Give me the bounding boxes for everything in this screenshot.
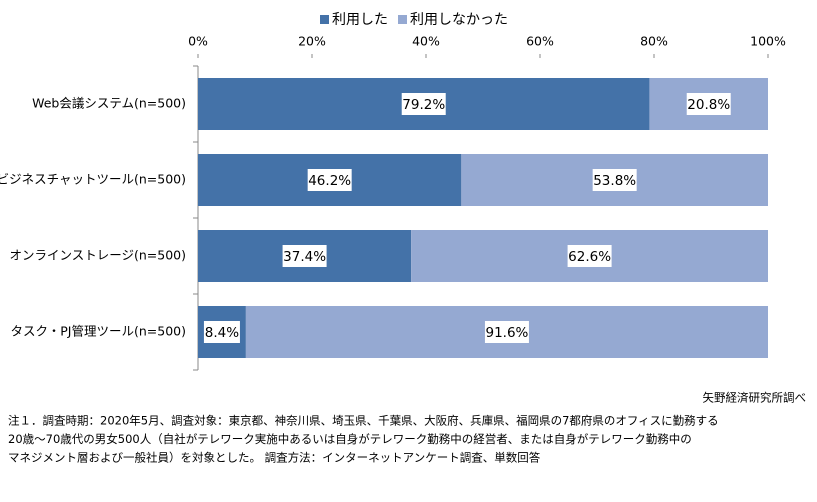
x-tick-label: 100%: [750, 34, 786, 49]
value-label-box: [203, 321, 240, 343]
note: マネジメント層および一般社員）を対象とした。 調査方法：インターネットアンケート…: [8, 451, 541, 465]
category-label: タスク・PJ管理ツール(n=500): [11, 324, 186, 339]
value-label-box: [484, 321, 529, 343]
source: 矢野経済研究所調べ: [703, 391, 807, 405]
value-label: 20.8%: [687, 97, 730, 113]
value-label-box: [282, 245, 327, 267]
value-label: 91.6%: [485, 325, 528, 341]
value-label: 46.2%: [308, 173, 351, 189]
value-label-box: [567, 245, 612, 267]
x-tick-label: 40%: [412, 34, 440, 49]
category-label: オンラインストレージ(n=500): [9, 248, 186, 263]
x-tick-label: 60%: [526, 34, 554, 49]
value-label-box: [592, 169, 637, 191]
value-label: 8.4%: [205, 325, 239, 341]
legend-swatch: [398, 15, 407, 24]
value-label-box: [307, 169, 352, 191]
note: 注１．調査時期：2020年5月、調査対象：東京都、神奈川県、埼玉県、千葉県、大阪…: [8, 414, 719, 428]
x-tick-label: 80%: [640, 34, 668, 49]
value-label-box: [401, 93, 446, 115]
x-tick-label: 0%: [188, 34, 208, 49]
legend-label: 利用しなかった: [410, 12, 508, 28]
value-label: 79.2%: [402, 97, 445, 113]
note: 20歳～70歳代の男女500人（自社がテレワーク実施中あるいは自身がテレワーク勤…: [8, 432, 692, 446]
category-label: ビジネスチャットツール(n=500): [0, 172, 186, 187]
value-label-box: [686, 93, 731, 115]
legend-swatch: [320, 15, 329, 24]
value-label: 37.4%: [283, 249, 326, 265]
category-label: Web会議システム(n=500): [32, 96, 186, 111]
value-label: 53.8%: [593, 173, 636, 189]
x-tick-label: 20%: [298, 34, 326, 49]
legend-label: 利用した: [332, 12, 388, 28]
value-label: 62.6%: [568, 249, 611, 265]
